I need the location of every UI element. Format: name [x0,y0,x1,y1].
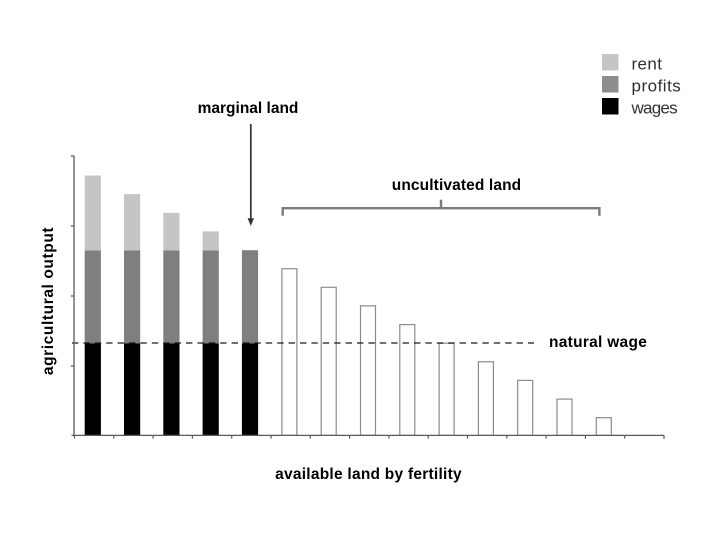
svg-text:marginal land: marginal land [198,100,299,117]
svg-text:agricultural output: agricultural output [40,227,57,375]
svg-text:wages: wages [631,99,678,118]
svg-text:uncultivated land: uncultivated land [392,177,522,194]
svg-text:rent: rent [632,55,663,74]
svg-text:available land by fertility: available land by fertility [275,466,462,483]
svg-text:profits: profits [632,77,682,96]
svg-text:natural wage: natural wage [549,334,647,351]
